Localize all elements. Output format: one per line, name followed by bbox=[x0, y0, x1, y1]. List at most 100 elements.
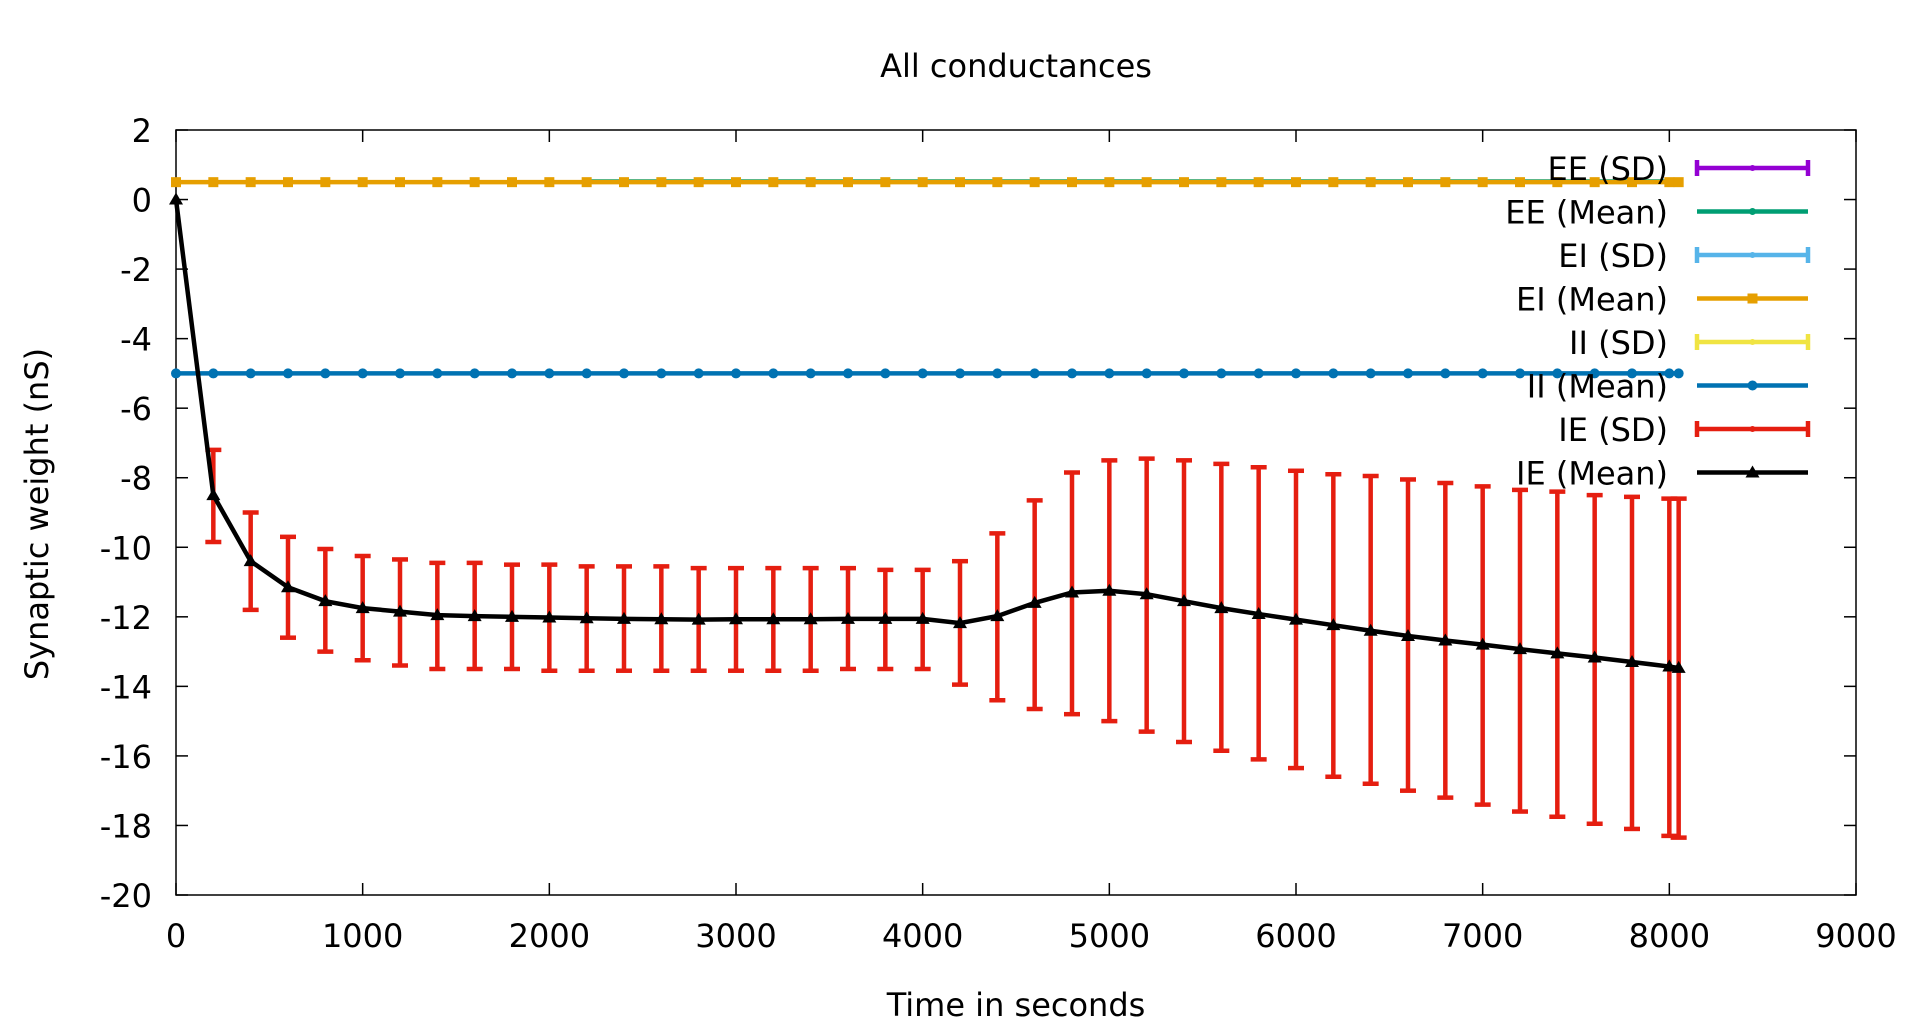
data-point bbox=[1662, 659, 1677, 672]
data-point bbox=[1477, 177, 1488, 188]
data-point bbox=[1141, 368, 1152, 379]
data-point bbox=[768, 177, 779, 188]
data-point bbox=[955, 177, 965, 188]
axis-ticks: 0 1000 2000 3000 4000 5000 6000 7000 8000 900020-… bbox=[100, 112, 1897, 955]
legend-marker bbox=[1749, 426, 1756, 432]
data-point bbox=[1587, 650, 1602, 663]
data-point bbox=[1139, 587, 1154, 600]
data-point bbox=[917, 368, 928, 379]
data-point bbox=[656, 368, 667, 379]
x-tick-label: 4000 bbox=[882, 917, 963, 955]
data-point bbox=[1067, 368, 1077, 379]
data-point bbox=[245, 368, 256, 379]
plot-frame bbox=[175, 129, 1857, 896]
data-point bbox=[320, 368, 331, 379]
legend-item: EI (Mean) bbox=[1516, 281, 1808, 319]
data-point bbox=[208, 368, 219, 379]
data-point bbox=[693, 368, 704, 379]
data-point bbox=[579, 611, 594, 624]
data-point bbox=[507, 177, 517, 188]
y-tick-label: -16 bbox=[100, 738, 152, 776]
data-point bbox=[430, 608, 445, 621]
data-point bbox=[1029, 368, 1040, 379]
data-point bbox=[318, 594, 333, 607]
y-tick-label: -20 bbox=[100, 877, 152, 915]
data-point bbox=[878, 611, 893, 624]
data-point bbox=[953, 616, 967, 629]
y-tick-label: -6 bbox=[120, 390, 152, 428]
x-tick-label: 1000 bbox=[322, 917, 403, 955]
data-point bbox=[841, 611, 855, 624]
data-point bbox=[805, 177, 816, 188]
series-ii-mean bbox=[171, 368, 1684, 379]
data-point bbox=[505, 609, 519, 622]
data-point bbox=[843, 368, 853, 379]
legend-marker bbox=[1749, 252, 1756, 258]
legend-marker bbox=[1749, 339, 1756, 345]
data-point bbox=[1328, 368, 1339, 379]
data-point bbox=[1177, 594, 1191, 607]
legend-label: EE (SD) bbox=[1547, 150, 1668, 188]
data-point bbox=[507, 368, 517, 379]
data-point bbox=[803, 612, 818, 625]
data-point bbox=[1403, 368, 1413, 379]
data-point bbox=[1216, 177, 1227, 188]
data-point bbox=[1438, 633, 1453, 646]
data-point bbox=[581, 368, 592, 379]
data-point bbox=[1027, 595, 1042, 608]
data-point bbox=[1365, 177, 1376, 188]
data-point bbox=[469, 177, 480, 188]
legend-item: IE (Mean) bbox=[1516, 455, 1808, 493]
data-point bbox=[1363, 623, 1378, 636]
data-point bbox=[1513, 642, 1527, 655]
data-point bbox=[1552, 177, 1563, 188]
data-point bbox=[395, 177, 405, 188]
data-point bbox=[955, 368, 965, 379]
data-point bbox=[245, 177, 256, 188]
data-point bbox=[617, 611, 631, 624]
data-point bbox=[395, 368, 405, 379]
data-point bbox=[581, 177, 592, 188]
data-point bbox=[731, 177, 741, 188]
data-point bbox=[357, 368, 368, 379]
data-point bbox=[283, 368, 293, 379]
data-point bbox=[731, 368, 741, 379]
data-point bbox=[1253, 368, 1264, 379]
data-point bbox=[206, 488, 221, 501]
data-point bbox=[1326, 618, 1341, 631]
series-line bbox=[173, 199, 1679, 671]
x-axis-title: Time in seconds bbox=[886, 986, 1146, 1024]
legend-item: EI (SD) bbox=[1558, 237, 1811, 275]
data-point bbox=[1214, 601, 1229, 614]
data-point bbox=[1550, 646, 1565, 659]
data-point bbox=[171, 368, 181, 379]
data-point bbox=[917, 177, 928, 188]
data-point bbox=[619, 177, 629, 188]
data-point bbox=[169, 192, 183, 205]
legend-label: EI (SD) bbox=[1558, 237, 1668, 275]
data-point bbox=[1477, 368, 1488, 379]
data-point bbox=[281, 580, 295, 593]
y-axis-title: Synaptic weight (nS) bbox=[18, 348, 56, 680]
legend-item: EE (Mean) bbox=[1505, 194, 1808, 232]
data-point bbox=[691, 612, 706, 625]
data-point bbox=[432, 368, 443, 379]
data-point bbox=[1179, 177, 1189, 188]
legend: EE (SD) EE (Mean) EI (SD) EI (Mean) II (SD) I… bbox=[1505, 150, 1811, 493]
data-point bbox=[880, 368, 891, 379]
data-point bbox=[1291, 177, 1301, 188]
data-point bbox=[992, 177, 1003, 188]
legend-marker bbox=[1749, 208, 1756, 215]
data-point bbox=[544, 368, 555, 379]
legend-marker bbox=[1745, 465, 1760, 478]
x-tick-label: 3000 bbox=[695, 917, 776, 955]
y-tick-label: -4 bbox=[120, 321, 152, 359]
y-tick-label: -12 bbox=[100, 599, 152, 637]
data-point bbox=[768, 368, 779, 379]
y-tick-label: 0 bbox=[132, 182, 152, 220]
x-tick-label: 6000 bbox=[1255, 917, 1336, 955]
data-point bbox=[1440, 368, 1451, 379]
y-tick-label: -14 bbox=[100, 668, 152, 706]
data-point bbox=[619, 368, 629, 379]
